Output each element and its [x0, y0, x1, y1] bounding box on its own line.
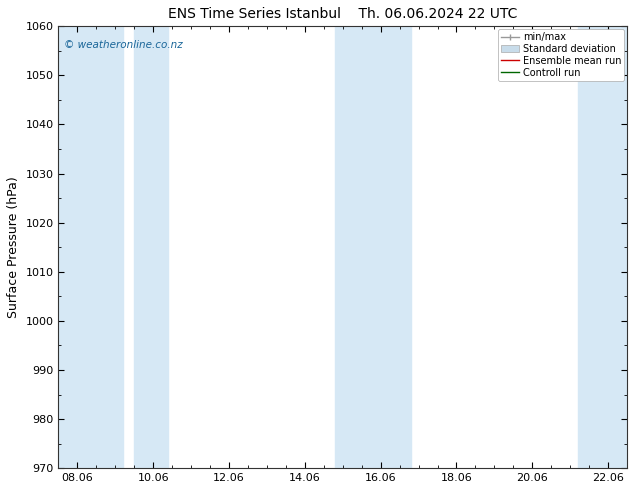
Bar [578, 26, 627, 468]
Text: © weatheronline.co.nz: © weatheronline.co.nz [64, 40, 183, 49]
Y-axis label: Surface Pressure (hPa): Surface Pressure (hPa) [7, 176, 20, 318]
Title: ENS Time Series Istanbul    Th. 06.06.2024 22 UTC: ENS Time Series Istanbul Th. 06.06.2024 … [168, 7, 517, 21]
Bar [134, 26, 169, 468]
Bar [58, 26, 123, 468]
Bar [335, 26, 411, 468]
Legend: min/max, Standard deviation, Ensemble mean run, Controll run: min/max, Standard deviation, Ensemble me… [498, 29, 624, 81]
